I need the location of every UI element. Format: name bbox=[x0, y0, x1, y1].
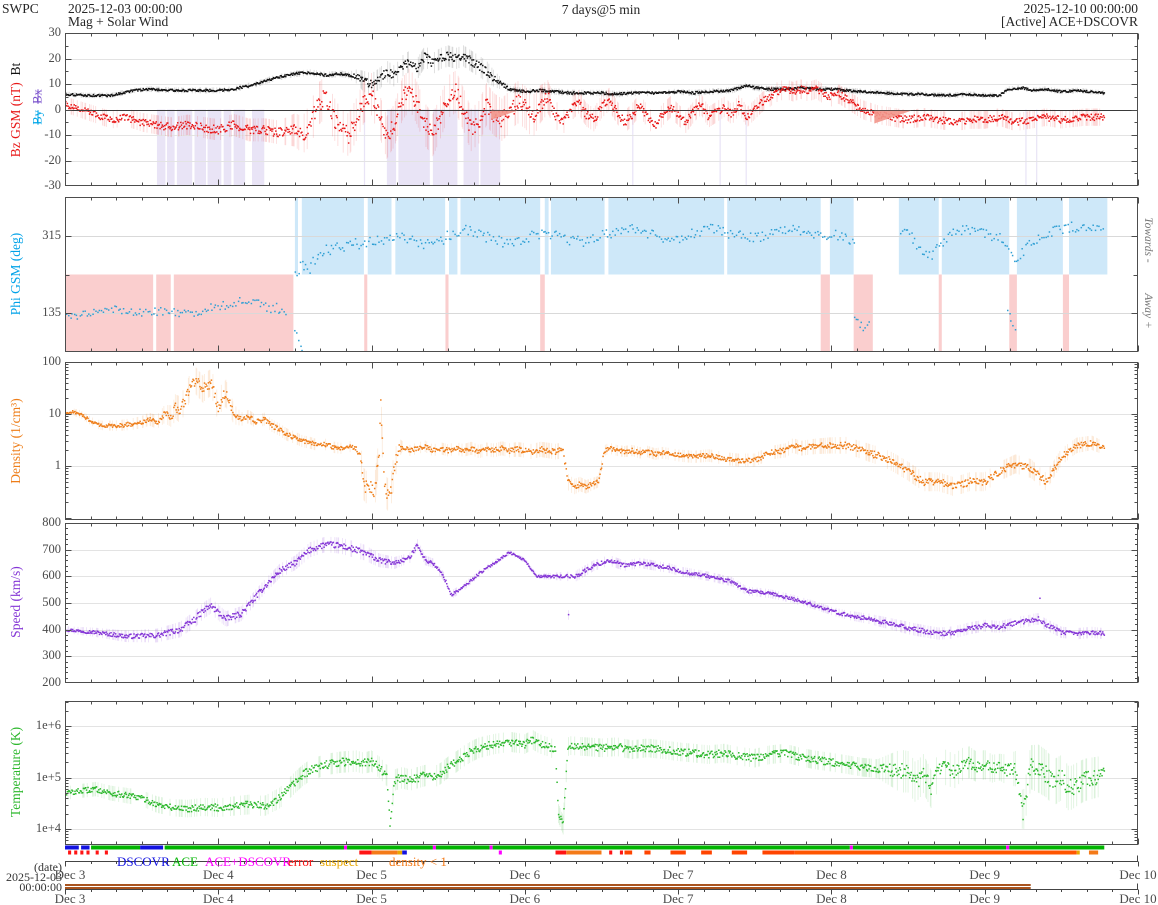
x-date-label-row2: Dec 6 bbox=[509, 891, 541, 905]
y-tick-label-density: 100 bbox=[42, 354, 61, 368]
x-date-label-row2: Dec 3 bbox=[54, 891, 86, 905]
x-date-label-row1: Dec 5 bbox=[356, 867, 387, 882]
y-tick-label-density: 1 bbox=[54, 458, 61, 473]
y-tick-label-mag: -10 bbox=[44, 127, 61, 141]
x-date-label-row2: Dec 5 bbox=[356, 891, 387, 905]
y-tick-label-mag: 30 bbox=[48, 25, 62, 39]
plot-subtitle: Mag + Solar Wind bbox=[68, 14, 169, 29]
panel-mag bbox=[65, 33, 1138, 186]
y-tick-label-phi: 135 bbox=[42, 305, 61, 320]
phi-right-label-away: Away + bbox=[1142, 293, 1154, 329]
y-tick-label-speed: 400 bbox=[42, 621, 61, 636]
legend-item-ace: ACE bbox=[172, 854, 198, 869]
legend-item-ace-dscovr: ACE+DSCOVR bbox=[205, 854, 292, 869]
x-date-label-row1: Dec 8 bbox=[816, 867, 847, 882]
panel-temperature bbox=[65, 701, 1138, 845]
legend-item-error: error bbox=[288, 854, 314, 869]
x-date-label-row1: Dec 9 bbox=[969, 867, 1001, 882]
y-tick-label-mag: -30 bbox=[44, 178, 61, 192]
y-tick-label-mag: -20 bbox=[44, 152, 61, 167]
x-axis-start-time: 00:00:00 bbox=[19, 880, 62, 894]
x-date-label-row2: Dec 9 bbox=[969, 891, 1001, 905]
panel-density bbox=[65, 362, 1138, 520]
legend-item-suspect: suspect bbox=[320, 854, 359, 869]
y-tick-label-speed: 300 bbox=[42, 648, 61, 663]
y-tick-label-temperature: 1e+6 bbox=[35, 718, 61, 733]
y-tick-label-speed: 500 bbox=[42, 595, 61, 609]
header-end-datetime: 2025-12-10 00:00:00 bbox=[1023, 1, 1138, 16]
x-axis-origin-block: (date) 2025-12-03 00:00:00 bbox=[0, 860, 62, 894]
legend-item-dscovr: DSCOVR bbox=[117, 854, 170, 869]
y-tick-label-phi: 315 bbox=[42, 227, 61, 242]
panel-speed bbox=[65, 523, 1138, 683]
x-date-label-row1: Dec 4 bbox=[202, 867, 234, 882]
y-tick-label-temperature: 1e+5 bbox=[35, 769, 61, 784]
y-tick-label-speed: 600 bbox=[42, 568, 61, 583]
y-tick-label-speed: 200 bbox=[42, 675, 61, 689]
header-status-badge: [Active] ACE+DSCOVR bbox=[1001, 14, 1138, 29]
y-tick-label-mag: 0 bbox=[54, 101, 61, 116]
y-tick-label-mag: 10 bbox=[48, 76, 62, 90]
time-range-bar[interactable] bbox=[65, 884, 1031, 890]
y-tick-label-mag: 20 bbox=[48, 50, 62, 65]
x-date-label-row2: Dec 7 bbox=[662, 891, 694, 905]
x-date-label-row1: Dec 7 bbox=[662, 867, 694, 882]
legend-item-density-lt-1: density < 1 bbox=[389, 854, 447, 869]
x-date-label-row2: Dec 8 bbox=[816, 891, 847, 905]
header-duration: 7 days@5 min bbox=[561, 2, 641, 17]
panel-phi bbox=[65, 197, 1138, 352]
x-date-label-row1: Dec 6 bbox=[509, 867, 541, 882]
x-date-label-row1: Dec 10 bbox=[1119, 867, 1157, 882]
x-date-label-row1: Dec 3 bbox=[54, 867, 86, 882]
y-tick-label-speed: 800 bbox=[42, 515, 61, 529]
header-start-datetime: 2025-12-03 00:00:00 bbox=[68, 1, 183, 16]
bz-axis-label: Bz GSM (nT) bbox=[8, 82, 23, 158]
brand: SWPC bbox=[2, 1, 39, 16]
x-axis-start-date: 2025-12-03 bbox=[6, 870, 62, 884]
x-axis-title: (date) bbox=[34, 860, 62, 874]
y-tick-label-density: 10 bbox=[48, 406, 62, 421]
y-tick-label-temperature: 1e+4 bbox=[35, 821, 61, 836]
x-date-label-row2: Dec 4 bbox=[202, 891, 234, 905]
y-tick-label-speed: 700 bbox=[42, 541, 61, 556]
x-date-label-row2: Dec 10 bbox=[1119, 891, 1157, 905]
phi-right-label-towards: Towards - bbox=[1142, 217, 1154, 263]
